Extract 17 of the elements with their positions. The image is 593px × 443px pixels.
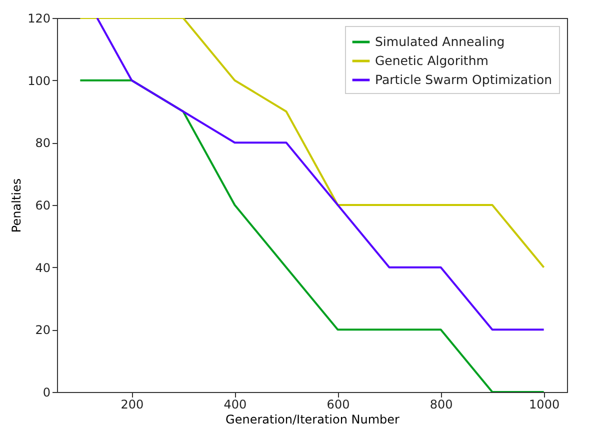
x-tick-label: 400 bbox=[224, 398, 247, 412]
x-axis-title: Generation/Iteration Number bbox=[226, 412, 400, 426]
y-tick-label: 100 bbox=[28, 74, 50, 88]
x-tick-label: 600 bbox=[326, 398, 350, 412]
y-tick-label: 60 bbox=[35, 198, 50, 212]
y-axis-title: Penalties bbox=[10, 178, 24, 233]
y-tick-label: 20 bbox=[35, 323, 50, 338]
y-tick-label: 0 bbox=[42, 386, 50, 400]
y-tick-label: 80 bbox=[35, 136, 50, 150]
legend-label: Genetic Algorithm bbox=[375, 53, 488, 68]
y-tick-label: 40 bbox=[35, 260, 50, 275]
x-tick-label: 200 bbox=[120, 398, 144, 412]
legend-label: Particle Swarm Optimization bbox=[375, 72, 552, 87]
y-tick-label: 120 bbox=[28, 12, 50, 26]
legend-label: Simulated Annealing bbox=[375, 34, 505, 49]
x-tick-label: 1000 bbox=[529, 398, 560, 412]
x-tick-label: 800 bbox=[430, 398, 453, 412]
